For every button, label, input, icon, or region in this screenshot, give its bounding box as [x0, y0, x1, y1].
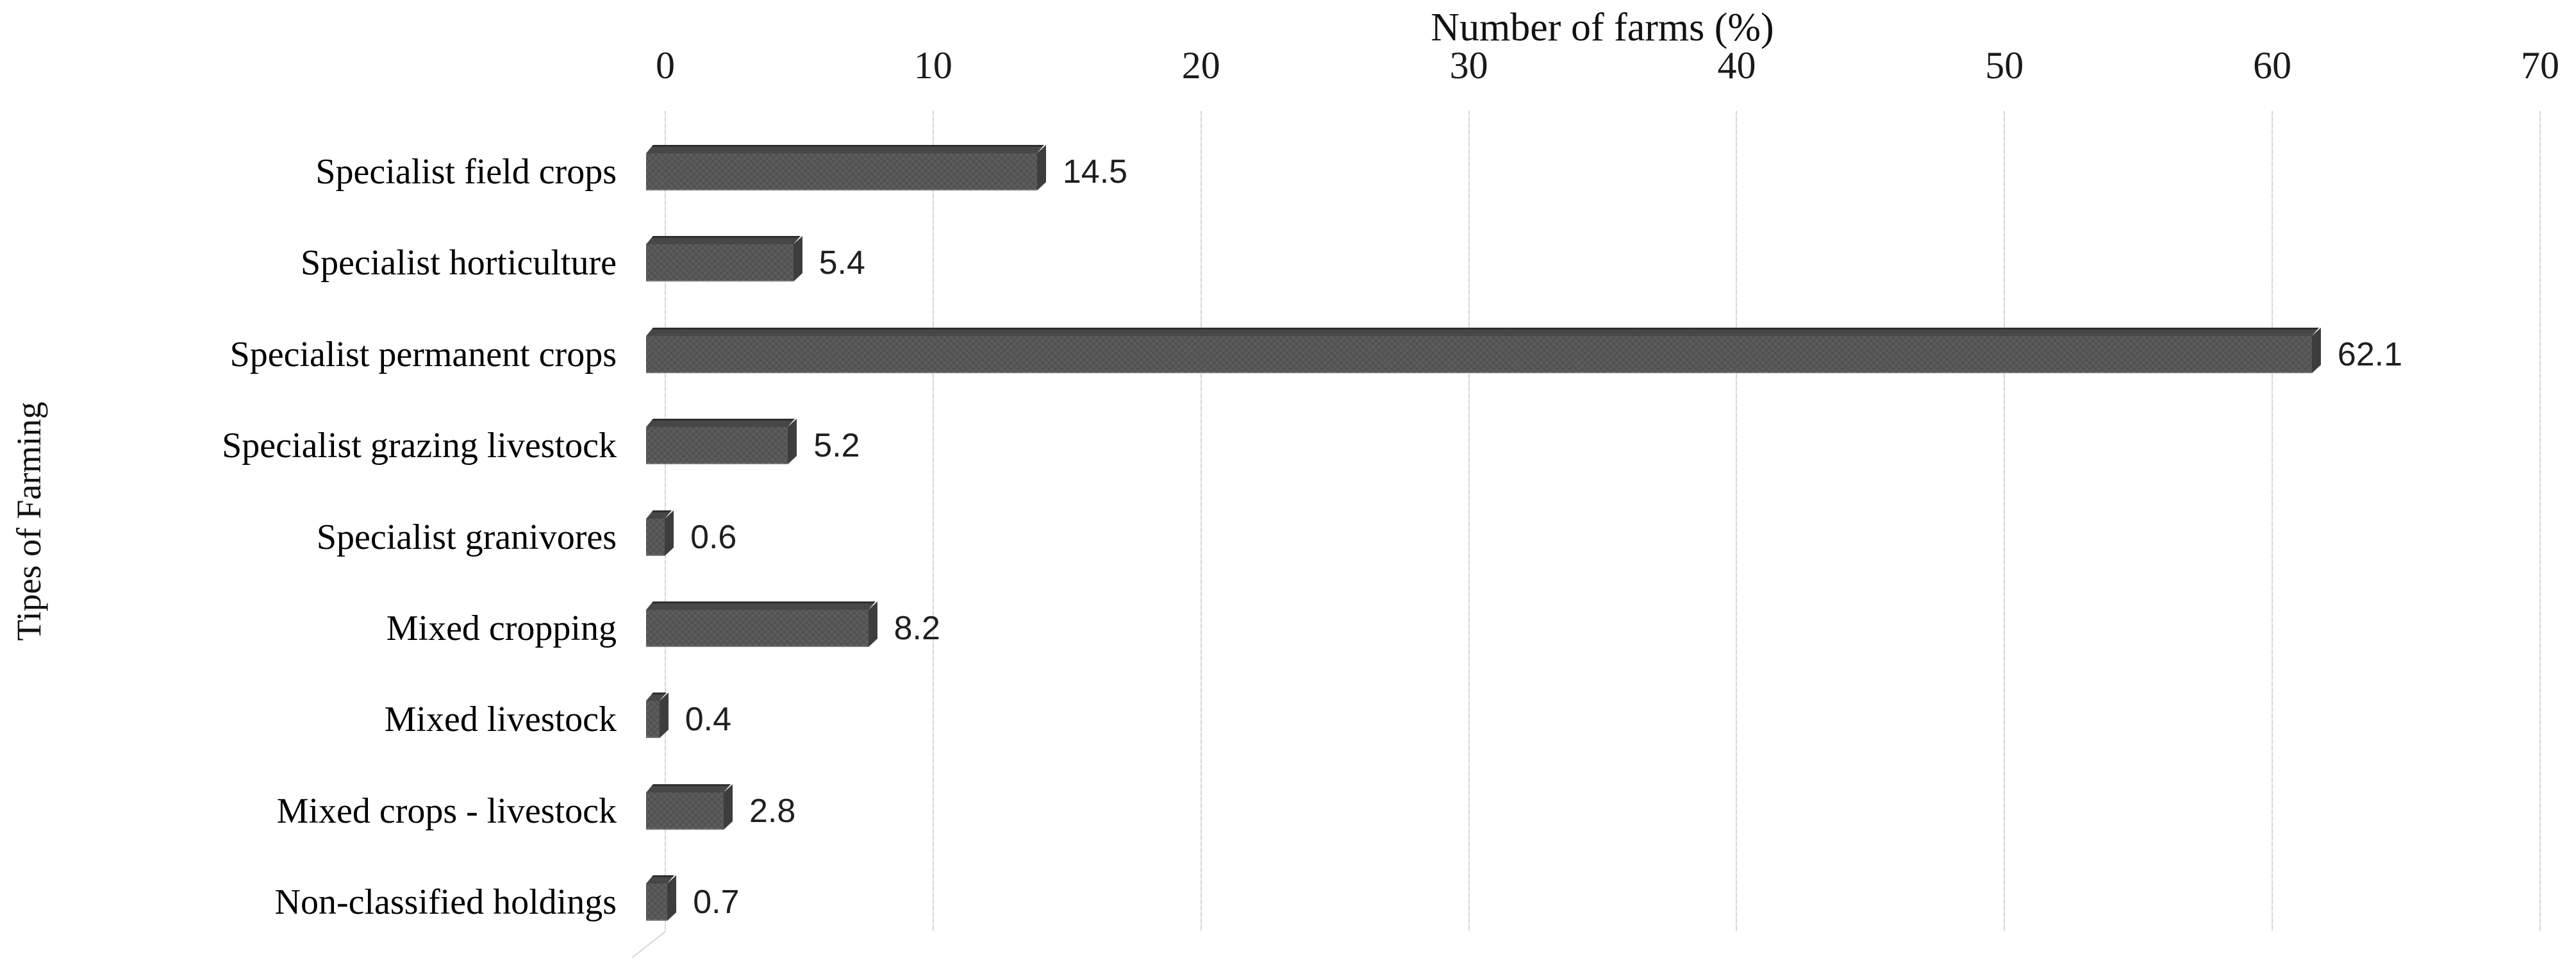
bar-side-face	[2311, 327, 2321, 373]
category-label: Mixed cropping	[386, 609, 617, 648]
x-tick-0: 0	[656, 44, 675, 87]
bar-top-face	[646, 236, 801, 245]
bar-side-face	[868, 601, 877, 647]
category-label: Specialist permanent crops	[229, 334, 617, 374]
bar-front-face	[646, 884, 668, 921]
gridline-70	[2539, 111, 2541, 932]
x-tick-20: 20	[1181, 44, 1220, 87]
bar-side-face	[793, 236, 802, 282]
gridline-20	[1200, 111, 1202, 932]
x-tick-50: 50	[1985, 44, 2024, 87]
data-label: 14.5	[1062, 153, 1128, 190]
bar-top-face	[646, 419, 795, 428]
data-label: 8.2	[893, 610, 940, 647]
bar-top-face	[646, 327, 2319, 336]
bar	[646, 601, 886, 647]
category-label: Specialist field crops	[315, 152, 617, 192]
gridline-40	[1736, 111, 1738, 932]
bar-side-face	[667, 875, 677, 921]
y-axis-title: Tipes of Farming	[10, 401, 48, 641]
data-label: 62.1	[2337, 335, 2403, 373]
category-label: Non-classified holdings	[274, 882, 617, 923]
bar	[646, 875, 685, 921]
bar	[646, 510, 683, 556]
bar-side-face	[659, 693, 669, 739]
x-axis-title: Number of farms (%)	[1431, 6, 1774, 49]
x-tick-30: 30	[1449, 44, 1488, 87]
x-tick-70: 70	[2521, 44, 2560, 87]
bar	[646, 327, 2330, 373]
bar-front-face	[646, 518, 665, 556]
bar	[646, 419, 806, 465]
data-label: 0.4	[685, 701, 731, 739]
category-label: Mixed livestock	[384, 700, 617, 740]
bar	[646, 693, 677, 739]
bar-top-face	[646, 145, 1044, 153]
x-tick-60: 60	[2253, 44, 2292, 87]
bar	[646, 784, 742, 830]
bar-front-face	[646, 610, 868, 647]
bar-top-face	[646, 601, 876, 610]
bar-side-face	[788, 419, 797, 465]
bar-side-face	[724, 784, 733, 830]
data-label: 5.4	[819, 244, 865, 282]
bar-front-face	[646, 153, 1037, 190]
gridline-10	[932, 111, 934, 932]
data-label: 0.6	[690, 518, 737, 556]
bar-side-face	[1036, 144, 1046, 190]
bar	[646, 236, 811, 282]
gridline-60	[2272, 111, 2273, 932]
bar-front-face	[646, 335, 2312, 373]
x-tick-40: 40	[1717, 44, 1756, 87]
category-label: Specialist granivores	[316, 517, 617, 557]
bar-side-face	[665, 510, 674, 556]
axis-foot-line	[631, 931, 666, 959]
category-label: Mixed crops - livestock	[276, 791, 617, 831]
bar	[646, 144, 1055, 190]
gridline-50	[2004, 111, 2006, 932]
x-tick-10: 10	[913, 44, 952, 87]
category-label: Specialist horticulture	[301, 243, 617, 283]
bar-front-face	[646, 701, 660, 739]
bar-front-face	[646, 427, 788, 465]
data-label: 5.2	[813, 427, 860, 465]
data-label: 0.7	[693, 884, 740, 921]
bar-front-face	[646, 244, 794, 282]
data-label: 2.8	[749, 792, 796, 830]
category-label: Specialist grazing livestock	[222, 426, 617, 466]
gridline-30	[1468, 111, 1470, 932]
bar-front-face	[646, 792, 724, 830]
bar-top-face	[646, 784, 731, 793]
